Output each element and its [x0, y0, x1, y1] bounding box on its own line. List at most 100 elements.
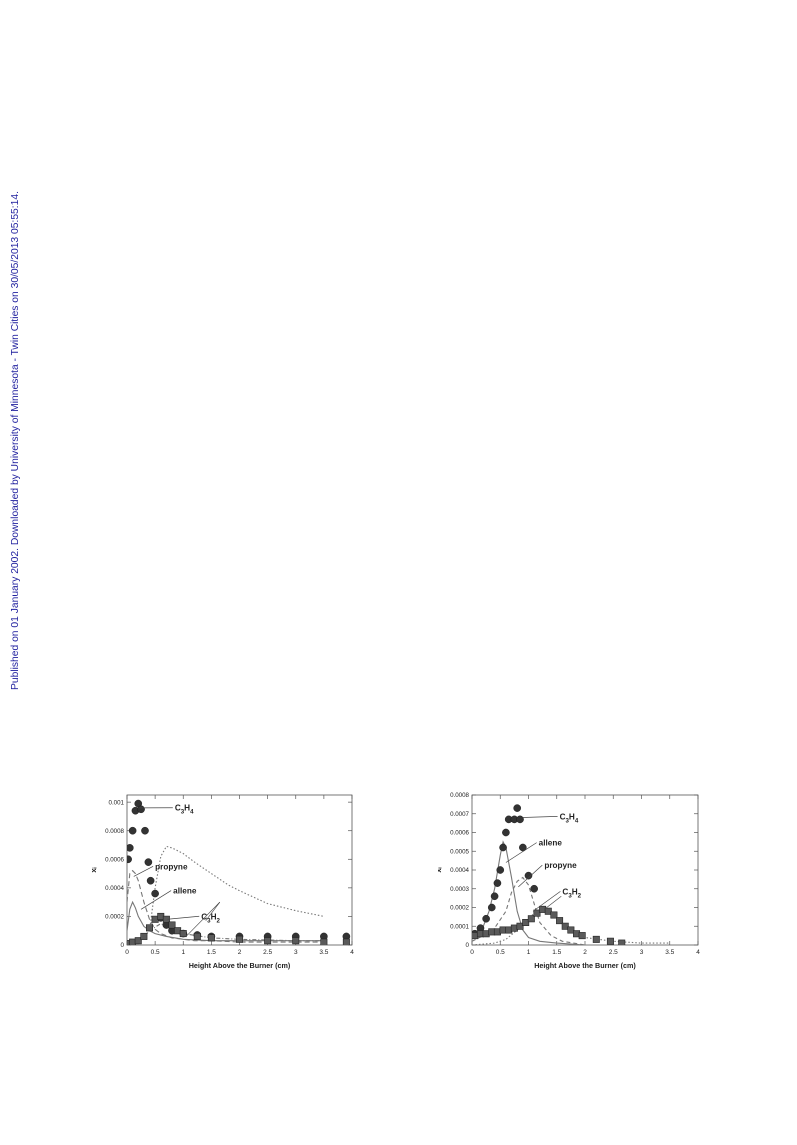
watermark-text: Published on 01 January 2002. Downloaded… [10, 191, 21, 690]
y-tick-label: 0.0005 [450, 848, 469, 855]
data-point-C₃H₄ [524, 871, 533, 880]
data-point-C₃H₂ [140, 932, 148, 940]
x-tick-label: 4 [350, 949, 354, 956]
chart-right: 0 0.5 1 1.5 2 2.5 3 3.5 4 0 0.0001 0.0002 0.0003 0.00… [434, 788, 713, 980]
data-point-C₃H₂ [578, 932, 586, 940]
y-tick-label: 0.0008 [105, 828, 124, 835]
y-tick-label: 0.0002 [105, 914, 124, 921]
annotation-label: propyne [155, 862, 188, 871]
annotation-leader [522, 816, 558, 818]
data-point-C₃H₂ [145, 924, 153, 932]
data-point-C₃H₂ [561, 922, 569, 930]
x-tick-label: 3.5 [665, 949, 674, 956]
x-tick-label: 0.5 [496, 949, 505, 956]
y-tick-label: 0.0004 [450, 867, 469, 874]
data-point-C₃H₂ [550, 911, 558, 919]
data-point-C₃H₂ [567, 926, 575, 934]
y-tick-label: 0.0003 [450, 886, 469, 893]
data-point-C₃H₄ [487, 903, 496, 912]
x-tick-label: 1 [527, 949, 531, 956]
series-line-propyne [127, 869, 324, 943]
x-tick-label: 0.5 [151, 949, 160, 956]
data-point-C₃H₄ [493, 879, 502, 887]
y-tick-label: 0.0006 [450, 830, 469, 837]
y-tick-label: 0 [466, 942, 470, 949]
data-point-C₃H₄ [144, 858, 153, 866]
data-point-C₃H₂ [292, 937, 300, 945]
annotation-label: propyne [544, 861, 577, 870]
series-line-model-4 [127, 845, 325, 945]
plot-area [127, 799, 351, 945]
data-point-C₃H₂ [264, 937, 272, 945]
annotation-leader [544, 896, 562, 910]
series-line-allene [472, 876, 586, 945]
annotation-leader [140, 890, 172, 910]
annotation-label: allene [173, 887, 197, 896]
data-point-C₃H₄ [516, 815, 524, 824]
annotation-leader [505, 842, 537, 863]
data-point-C₃H₄ [499, 843, 507, 852]
data-point-C₃H₄ [127, 855, 132, 864]
data-point-C₃H₄ [141, 826, 149, 835]
data-point-C₃H₄ [530, 884, 538, 893]
data-point-C₃H₂ [618, 939, 626, 945]
data-point-C₃H₂ [207, 934, 215, 942]
x-tick-label: 0 [470, 949, 474, 956]
data-point-C₃H₂ [592, 935, 600, 943]
annotation-leader [518, 864, 543, 888]
x-tick-label: 4 [696, 949, 700, 956]
data-point-C₃H₂ [320, 938, 328, 945]
data-point-C₃H₂ [134, 937, 142, 945]
data-point-C₃H₂ [527, 915, 535, 923]
x-axis-label: Height Above the Burner (cm) [189, 961, 291, 970]
data-point-C₃H₂ [544, 907, 552, 915]
y-tick-label: 0.0008 [450, 792, 469, 799]
y-tick-label: 0.0002 [450, 905, 469, 912]
data-point-C₃H₂ [606, 937, 614, 945]
x-tick-label: 2.5 [609, 949, 618, 956]
annotation-leader [185, 901, 221, 937]
data-point-C₃H₄ [496, 866, 505, 874]
data-point-C₃H₄ [502, 828, 510, 837]
y-axis-label: xᵢ [90, 867, 98, 872]
data-point-C₃H₄ [146, 876, 155, 885]
data-point-C₃H₄ [519, 843, 527, 852]
y-tick-label: 0.0004 [105, 885, 124, 892]
x-tick-label: 1.5 [552, 949, 561, 956]
x-tick-label: 2 [583, 949, 587, 956]
plot-area [472, 804, 670, 945]
series-line-model-4 [472, 908, 670, 945]
data-point-C₃H₂ [516, 922, 524, 930]
annotation-label: allene [539, 839, 563, 848]
annotation-label: C3H2 [562, 887, 581, 899]
data-point-C₃H₄ [490, 892, 499, 901]
data-point-C₃H₄ [128, 826, 137, 835]
y-tick-label: 0.0001 [450, 923, 469, 930]
annotation-leader [133, 865, 154, 877]
data-point-C₃H₂ [193, 932, 201, 940]
x-tick-label: 2.5 [263, 949, 272, 956]
x-tick-label: 1 [181, 949, 185, 956]
data-point-C₃H₄ [137, 805, 145, 814]
data-point-C₃H₂ [556, 917, 564, 925]
annotation-leader [205, 901, 221, 921]
data-point-C₃H₂ [179, 930, 187, 938]
data-point-C₃H₂ [342, 938, 350, 945]
x-tick-label: 3 [640, 949, 644, 956]
annotation-label: C3H4 [560, 812, 579, 824]
x-tick-label: 3 [294, 949, 298, 956]
data-point-C₃H₂ [522, 919, 530, 927]
data-point-C₃H₂ [533, 909, 541, 917]
annotation-leader [532, 891, 561, 912]
x-tick-label: 1.5 [207, 949, 216, 956]
x-tick-label: 3.5 [319, 949, 328, 956]
annotation-label: C3H4 [175, 804, 194, 816]
chart-left-svg: 0 0.5 1 1.5 2 2.5 3 3.5 4 0 0.0002 0.0004 0.0006 0.00… [89, 794, 354, 970]
data-point-C₃H₂ [236, 935, 244, 943]
x-axis-label: Height Above the Burner (cm) [534, 961, 636, 970]
annotation-leader [167, 915, 200, 920]
data-point-C₃H₂ [168, 921, 176, 929]
series-line-allene [127, 900, 324, 942]
annotation-label: C3H2 [201, 912, 220, 924]
download-watermark: Published on 01 January 2002. Downloaded… [6, 191, 22, 690]
